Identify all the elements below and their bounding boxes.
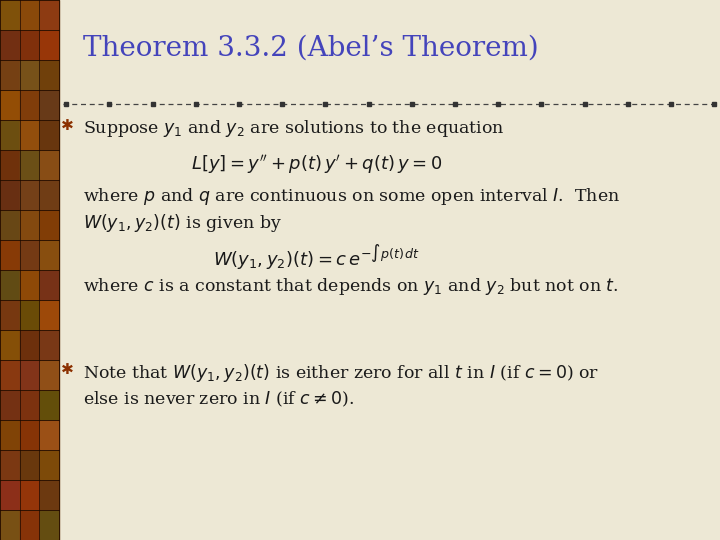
Bar xyxy=(20,481,39,509)
Bar xyxy=(40,1,58,30)
Bar xyxy=(20,180,39,210)
Bar xyxy=(20,271,39,300)
Bar xyxy=(40,510,58,539)
Bar xyxy=(40,390,58,420)
Bar xyxy=(20,240,39,269)
Bar xyxy=(20,120,39,150)
Text: where $c$ is a constant that depends on $y_1$ and $y_2$ but not on $t$.: where $c$ is a constant that depends on … xyxy=(83,276,618,298)
Text: $W(y_1,y_2)(t)$ is given by: $W(y_1,y_2)(t)$ is given by xyxy=(83,212,282,234)
Text: ✱: ✱ xyxy=(61,362,74,377)
Bar xyxy=(1,240,19,269)
Bar xyxy=(1,301,19,329)
Bar xyxy=(40,120,58,150)
Bar xyxy=(1,481,19,509)
Bar xyxy=(20,151,39,179)
Bar xyxy=(0,0,59,540)
Bar xyxy=(40,151,58,179)
Text: $W(y_1, y_2)(t) = c\,e^{-\int p(t)\,dt}$: $W(y_1, y_2)(t) = c\,e^{-\int p(t)\,dt}$ xyxy=(213,242,420,272)
Bar xyxy=(40,330,58,360)
Bar xyxy=(20,31,39,59)
Bar xyxy=(40,91,58,119)
Bar xyxy=(20,211,39,239)
Text: Suppose $y_1$ and $y_2$ are solutions to the equation: Suppose $y_1$ and $y_2$ are solutions to… xyxy=(83,118,505,139)
Bar xyxy=(20,390,39,420)
Bar xyxy=(1,91,19,119)
Text: Note that $W(y_1,y_2)(t)$ is either zero for all $t$ in $I$ (if $c = 0$) or: Note that $W(y_1,y_2)(t)$ is either zero… xyxy=(83,362,599,384)
Bar xyxy=(40,271,58,300)
Bar xyxy=(40,301,58,329)
Bar xyxy=(1,510,19,539)
Bar xyxy=(20,60,39,90)
Text: where $p$ and $q$ are continuous on some open interval $I$.  Then: where $p$ and $q$ are continuous on some… xyxy=(83,186,620,207)
Bar xyxy=(20,330,39,360)
Bar xyxy=(20,361,39,389)
Bar xyxy=(1,450,19,480)
Bar xyxy=(20,301,39,329)
Bar xyxy=(1,60,19,90)
Bar xyxy=(1,330,19,360)
Text: ✱: ✱ xyxy=(61,118,74,133)
Bar xyxy=(40,361,58,389)
Bar xyxy=(20,421,39,449)
Bar xyxy=(40,60,58,90)
Bar xyxy=(40,450,58,480)
Bar xyxy=(40,421,58,449)
Bar xyxy=(1,361,19,389)
Bar xyxy=(40,481,58,509)
Bar xyxy=(1,1,19,30)
Bar xyxy=(20,510,39,539)
Bar xyxy=(20,1,39,30)
Text: else is never zero in $I$ (if $c \neq 0$).: else is never zero in $I$ (if $c \neq 0$… xyxy=(83,390,354,409)
Bar xyxy=(1,390,19,420)
Bar xyxy=(40,180,58,210)
Bar xyxy=(1,120,19,150)
Text: Theorem 3.3.2 (Abel’s Theorem): Theorem 3.3.2 (Abel’s Theorem) xyxy=(83,35,539,62)
Bar xyxy=(1,271,19,300)
Bar xyxy=(1,151,19,179)
Bar xyxy=(1,31,19,59)
Bar xyxy=(20,91,39,119)
Text: $L[y] = y'' + p(t)\,y' + q(t)\,y = 0$: $L[y] = y'' + p(t)\,y' + q(t)\,y = 0$ xyxy=(192,153,442,177)
Bar xyxy=(40,31,58,59)
Bar xyxy=(1,180,19,210)
Bar xyxy=(40,211,58,239)
Bar xyxy=(1,211,19,239)
Bar xyxy=(20,450,39,480)
Bar xyxy=(40,240,58,269)
Bar xyxy=(1,421,19,449)
